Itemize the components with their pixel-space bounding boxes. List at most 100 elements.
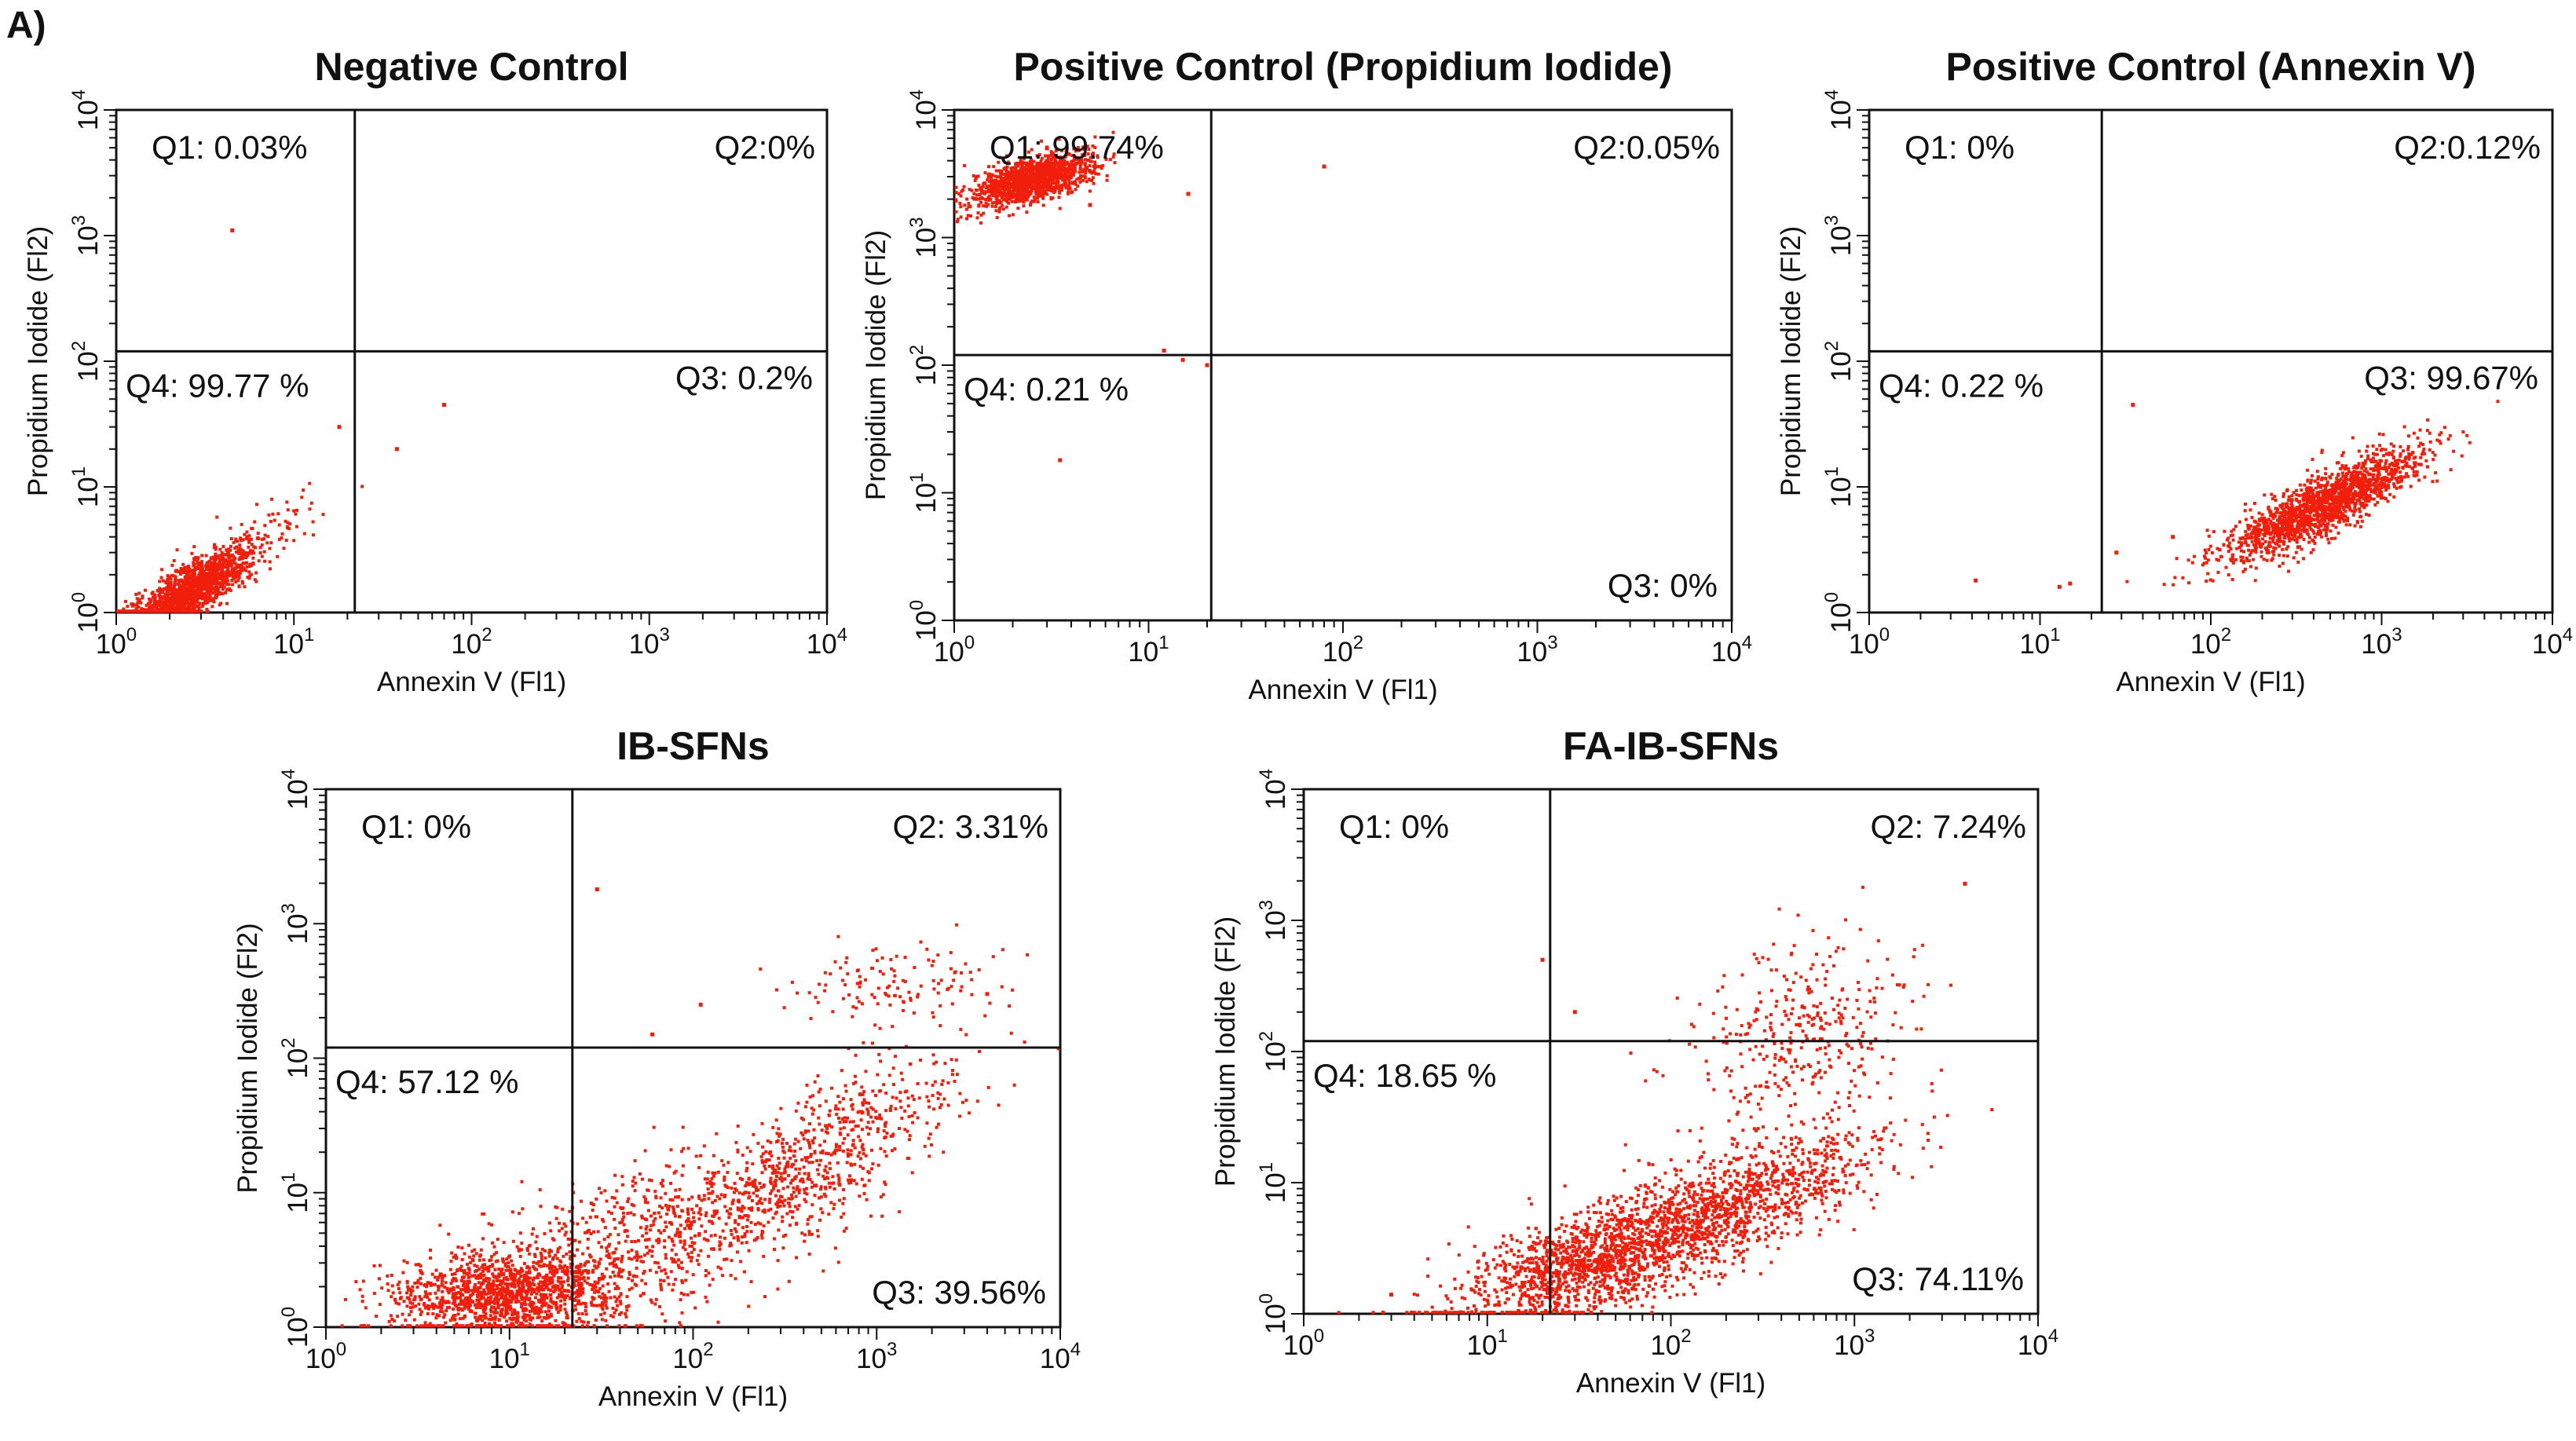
x-tick-label: 101: [273, 624, 314, 660]
scatter-point: [449, 1282, 453, 1286]
scatter-point: [2318, 519, 2322, 523]
scatter-point: [1042, 185, 1046, 188]
scatter-point: [965, 217, 968, 221]
scatter-point: [2310, 528, 2313, 532]
scatter-point: [2289, 526, 2293, 530]
scatter-point: [1067, 178, 1071, 182]
scatter-point: [156, 609, 159, 613]
scatter-point: [2322, 498, 2325, 502]
scatter-point: [990, 189, 993, 193]
scatter-point: [166, 593, 170, 597]
scatter-point: [2267, 544, 2270, 548]
scatter-point: [2390, 474, 2394, 477]
scatter-point: [958, 202, 962, 205]
quadrant-label-q3: Q3: 0%: [1608, 567, 1718, 604]
scatter-point: [2360, 519, 2364, 523]
scatter-point: [207, 597, 211, 601]
scatter-point: [2346, 519, 2350, 523]
scatter-point: [1008, 179, 1011, 183]
scatter-point: [221, 563, 225, 567]
scatter-point-outlier: [1974, 578, 1978, 583]
scatter-point: [2337, 492, 2340, 496]
scatter-point: [1060, 184, 1063, 188]
scatter-point: [176, 598, 179, 602]
scatter-point: [240, 522, 243, 526]
scatter-point: [221, 576, 225, 580]
scatter-point: [295, 525, 298, 528]
scatter-point: [160, 568, 164, 572]
scatter-point: [1017, 178, 1021, 182]
scatter-point-outlier: [2114, 550, 2119, 555]
scatter-point: [2309, 517, 2313, 521]
scatter-point: [2267, 518, 2270, 521]
scatter-point: [1027, 170, 1031, 174]
scatter-point: [1072, 147, 1076, 151]
scatter-point: [2373, 491, 2377, 495]
scatter-point: [2238, 536, 2242, 540]
scatter-point: [1023, 177, 1026, 181]
scatter-point: [222, 577, 226, 581]
scatter-point-outlier: [1180, 357, 1185, 362]
scatter-point: [2351, 436, 2355, 440]
scatter-point: [212, 580, 216, 584]
scatter-point: [2270, 497, 2274, 501]
scatter-point: [503, 1313, 507, 1316]
scatter-point: [995, 175, 999, 179]
scatter-point: [1037, 153, 1041, 156]
scatter-point: [1053, 158, 1057, 162]
scatter-point: [204, 582, 208, 586]
scatter-point: [2219, 554, 2223, 558]
scatter-point: [2317, 499, 2321, 503]
scatter-point: [2287, 531, 2291, 535]
scatter-point: [1008, 188, 1012, 192]
scatter-point: [452, 1324, 456, 1328]
scatter-point: [188, 583, 192, 587]
scatter-point: [1025, 181, 1028, 185]
scatter-point: [990, 201, 994, 205]
scatter-point: [163, 602, 166, 606]
scatter-point: [2331, 518, 2335, 522]
scatter-point: [2325, 508, 2329, 512]
scatter-point: [2323, 484, 2326, 488]
scatter-point: [2281, 502, 2285, 506]
scatter-point: [1048, 167, 1052, 171]
scatter-point: [191, 597, 195, 601]
scatter-point: [196, 587, 200, 591]
scatter-point: [2334, 525, 2338, 529]
scatter-point: [153, 593, 157, 597]
scatter-point: [148, 597, 152, 601]
scatter-point: [2312, 532, 2316, 536]
scatter-point: [2365, 488, 2369, 492]
y-tick-label: 103: [1821, 215, 1857, 256]
scatter-point: [977, 203, 981, 207]
scatter-point: [2281, 542, 2285, 546]
scatter-point: [210, 581, 214, 585]
scatter-point: [2394, 470, 2398, 474]
scatter-point: [2399, 485, 2402, 489]
scatter-point: [302, 532, 306, 536]
scatter-point: [2406, 444, 2410, 448]
scatter-point: [1001, 203, 1004, 207]
scatter-point: [2280, 506, 2284, 510]
scatter-point: [1087, 177, 1091, 181]
scatter-point: [2281, 532, 2285, 536]
scatter-point: [2319, 484, 2323, 488]
scatter-point: [2216, 558, 2220, 562]
scatter-point: [177, 579, 181, 583]
scatter-point: [263, 559, 267, 563]
scatter-point: [2331, 516, 2335, 520]
y-axis-label: Propidium Iodide (Fl2): [861, 230, 891, 500]
scatter-point: [2295, 525, 2299, 528]
scatter-point: [1004, 181, 1008, 185]
scatter-point: [2354, 492, 2358, 496]
scatter-point: [602, 1311, 606, 1315]
scatter-point: [2254, 540, 2258, 544]
scatter-point: [507, 1261, 510, 1265]
scatter-point: [185, 591, 189, 595]
scatter-point: [2302, 493, 2306, 496]
y-tick-label: 100: [68, 592, 104, 633]
scatter-point: [1078, 174, 1082, 178]
scatter-point: [251, 527, 254, 530]
scatter-point: [1028, 159, 1032, 163]
scatter-point: [196, 581, 199, 585]
